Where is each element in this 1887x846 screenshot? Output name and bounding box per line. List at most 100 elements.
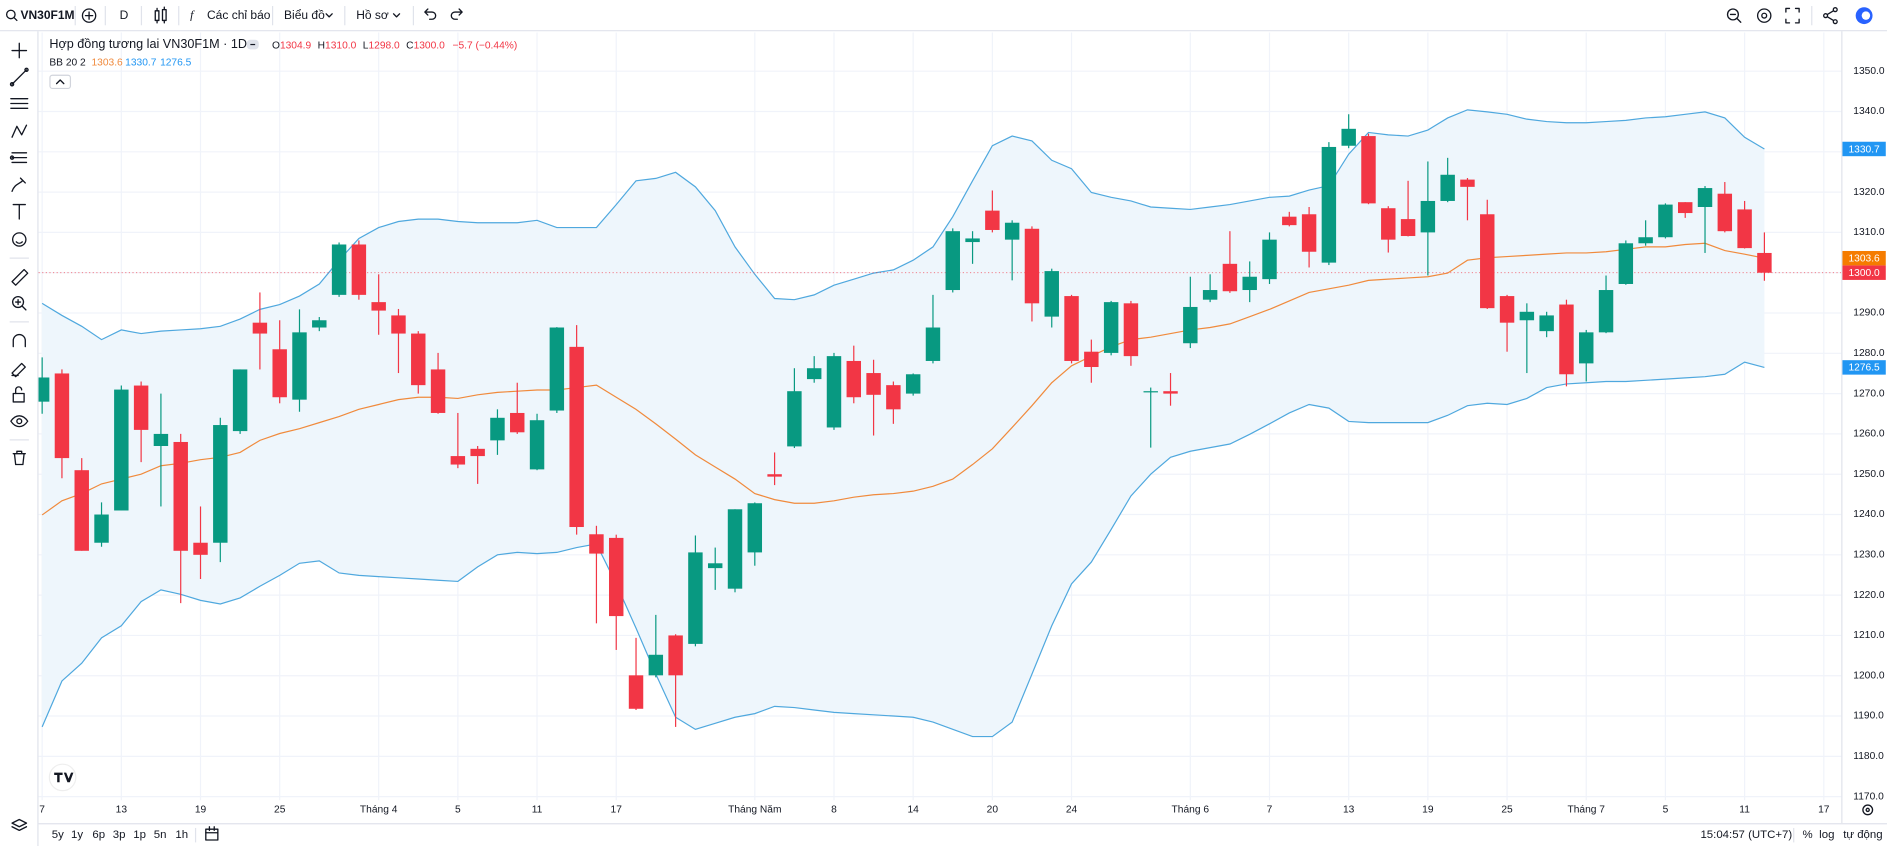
interval[interactable]: D (120, 8, 129, 22)
top-toolbar: VN30F1M D f Các chỉ báo Biểu đồ Hồ sơ (0, 6, 1887, 32)
legend-menu[interactable] (246, 39, 259, 50)
candle-body (688, 552, 703, 644)
text-tool[interactable] (12, 203, 26, 220)
candle-body (767, 474, 782, 477)
ohlc-key: O (272, 40, 280, 51)
candle-body (1678, 202, 1693, 214)
candle-body (1242, 276, 1257, 291)
candle-body (1202, 290, 1218, 300)
x-tick-label: 19 (195, 805, 207, 816)
candle-body (1400, 219, 1416, 237)
percent-toggle[interactable]: % (1802, 829, 1812, 841)
indicators[interactable]: Các chỉ báo (207, 8, 271, 22)
share-button[interactable] (1823, 7, 1838, 25)
crosshair-tool[interactable] (11, 42, 28, 59)
lock-tool[interactable] (12, 386, 25, 403)
candle-body (331, 244, 347, 295)
candle-body (1519, 311, 1535, 321)
redo-button[interactable] (450, 8, 463, 20)
object-tree-button[interactable] (11, 818, 28, 832)
zoom-tool[interactable] (11, 295, 27, 311)
candle-body (886, 385, 901, 410)
tradingview-logo[interactable] (48, 763, 77, 792)
range-button[interactable]: 1h (175, 829, 188, 841)
candle-body (1440, 174, 1455, 201)
candle-body (391, 315, 406, 334)
price-badge (1842, 141, 1886, 157)
x-tick-label: 11 (532, 805, 543, 816)
y-tick-label: 1340.0 (1853, 106, 1885, 117)
collapse-legend-button[interactable] (49, 74, 72, 90)
trend-line-tool[interactable] (9, 67, 29, 87)
candle-body (628, 675, 644, 709)
chart-menu-label[interactable]: Biểu đồ (284, 8, 325, 22)
candle-body (252, 322, 268, 334)
log-toggle[interactable]: log (1819, 829, 1834, 841)
brush-tool[interactable] (11, 177, 26, 193)
bb-upper: 1330.7 (125, 57, 157, 68)
candle-body (1361, 136, 1376, 204)
ohlc-value: 1300.0 (414, 40, 446, 51)
chart-type-button[interactable] (154, 6, 167, 24)
candle-body (312, 320, 327, 328)
candle-body (826, 356, 842, 428)
candle-body (1163, 391, 1178, 394)
range-button[interactable]: 1y (71, 829, 83, 841)
date-range-button[interactable] (205, 826, 219, 841)
fib-tool[interactable] (10, 98, 29, 109)
candle-body (1618, 243, 1634, 284)
chart-menu[interactable]: Biểu đồ (284, 8, 333, 22)
range-button[interactable]: 5y (52, 829, 64, 841)
candle-body (173, 441, 188, 551)
indicators-button[interactable]: f Các chỉ báo (190, 7, 271, 21)
undo-button[interactable] (424, 8, 437, 20)
candle-body (411, 333, 426, 386)
candle-body (1064, 296, 1079, 361)
delete-tool[interactable] (12, 450, 26, 466)
ruler-tool[interactable] (11, 268, 29, 286)
x-tick-label: 7 (39, 805, 45, 816)
price-badge (1842, 250, 1886, 266)
range-button[interactable]: 1p (133, 829, 146, 841)
zoom-button[interactable] (1726, 8, 1742, 23)
hide-tool[interactable] (10, 415, 29, 428)
y-tick-label: 1260.0 (1853, 429, 1885, 440)
band-fill (42, 109, 1765, 737)
fullscreen-button[interactable] (1785, 7, 1800, 24)
range-button[interactable]: 3p (113, 829, 126, 841)
candle-body (38, 377, 50, 402)
candle-body (1143, 391, 1158, 393)
candle-body (292, 332, 307, 400)
candle-body (1341, 128, 1356, 146)
x-tick-label: Tháng Năm (728, 805, 781, 816)
icon-tool[interactable] (11, 232, 27, 247)
legend-title: Hợp đồng tương lai VN30F1M · 1D (49, 37, 247, 51)
range-button[interactable]: 6p (92, 829, 105, 841)
candle-body (866, 373, 881, 395)
logo[interactable] (1855, 7, 1873, 25)
auto-toggle[interactable]: tự động (1843, 829, 1882, 841)
symbol[interactable]: VN30F1M (20, 8, 74, 22)
candle-body (1658, 204, 1673, 238)
candle-body (965, 238, 980, 243)
stay-drawing-tool[interactable] (11, 362, 26, 378)
projection-tool[interactable] (9, 152, 28, 164)
profile-menu[interactable]: Hồ sơ (356, 8, 401, 22)
x-tick-label: Tháng 7 (1567, 805, 1605, 816)
compare-button[interactable] (81, 8, 97, 23)
candle-body (114, 389, 129, 511)
x-tick-label: 25 (274, 805, 286, 816)
range-button[interactable]: 5n (154, 829, 167, 841)
price-badge (1842, 360, 1886, 375)
pattern-tool[interactable] (11, 124, 28, 138)
settings-button[interactable] (1756, 8, 1772, 23)
profile-menu-label[interactable]: Hồ sơ (356, 8, 389, 22)
candle-body (549, 327, 565, 411)
x-tick-label: 14 (907, 805, 919, 816)
symbol-search[interactable]: VN30F1M (5, 8, 75, 22)
y-tick-label: 1170.0 (1853, 791, 1884, 802)
axis-settings-button[interactable] (1862, 804, 1874, 816)
magnet-tool[interactable] (12, 333, 26, 348)
